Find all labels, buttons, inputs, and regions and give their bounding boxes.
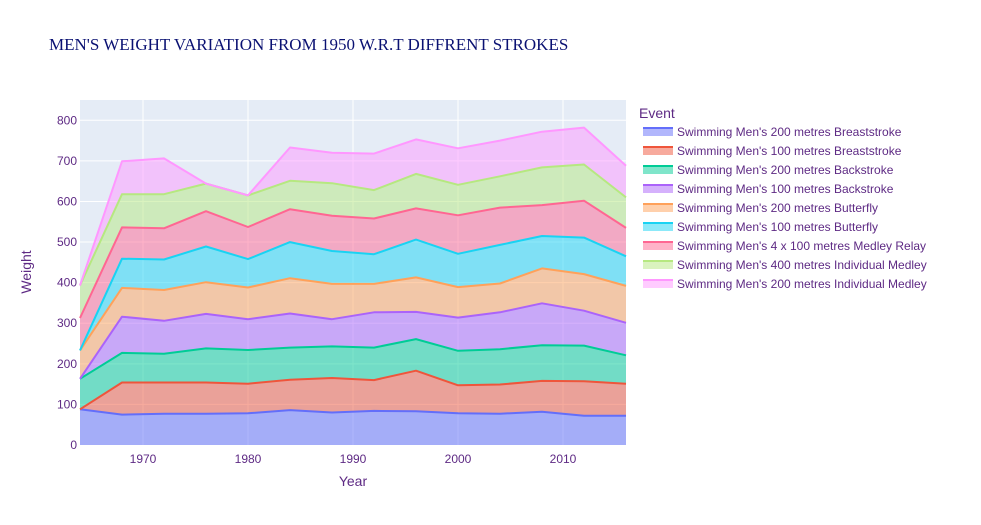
legend-swatch	[643, 223, 673, 231]
y-tick-label: 600	[57, 194, 77, 208]
line-series-2	[79, 369, 627, 411]
legend-item-8[interactable]: Swimming Men's 400 metres Individual Med…	[643, 258, 927, 272]
series-areas	[80, 127, 626, 445]
y-tick-label: 500	[57, 235, 77, 249]
legend-items[interactable]: Swimming Men's 200 metres Breaststroke Sw…	[643, 125, 927, 291]
legend-swatch	[643, 185, 673, 193]
series-lines	[79, 126, 627, 417]
area-series-5	[80, 268, 626, 379]
line-series-1	[79, 408, 626, 417]
legend-label: Swimming Men's 100 metres Butterfly	[677, 220, 878, 234]
legend-item-9[interactable]: Swimming Men's 200 metres Individual Med…	[643, 277, 927, 291]
legend-label: Swimming Men's 200 metres Butterfly	[677, 201, 878, 215]
legend-swatch	[643, 261, 673, 269]
line-series-9	[79, 126, 627, 286]
y-tick-label: 700	[57, 154, 77, 168]
area-series-1	[80, 409, 626, 445]
x-axis-title: Year	[339, 473, 368, 489]
legend-label: Swimming Men's 100 metres Backstroke	[677, 182, 894, 196]
y-tick-label: 0	[70, 438, 77, 452]
area-series-8	[80, 164, 626, 318]
legend-label: Swimming Men's 4 x 100 metres Medley Rel…	[677, 239, 926, 253]
line-series-5	[79, 267, 627, 351]
legend-swatch	[643, 242, 673, 250]
area-series-6	[80, 236, 626, 351]
legend-item-3[interactable]: Swimming Men's 200 metres Backstroke	[643, 163, 894, 177]
chart-title: MEN'S WEIGHT VARIATION FROM 1950 W.R.T D…	[49, 35, 568, 54]
line-series-7	[79, 199, 627, 319]
line-series-4	[79, 302, 627, 380]
x-tick-label: 2010	[550, 452, 577, 466]
y-axis-title: Weight	[18, 250, 34, 293]
y-tick-label: 800	[57, 113, 77, 127]
legend-swatch	[643, 204, 673, 212]
legend-item-7[interactable]: Swimming Men's 4 x 100 metres Medley Rel…	[643, 239, 926, 253]
line-series-8	[79, 163, 627, 286]
legend-label: Swimming Men's 200 metres Individual Med…	[677, 277, 927, 291]
legend-swatch	[643, 280, 673, 288]
y-tick-label: 400	[57, 276, 77, 290]
legend-swatch	[643, 128, 673, 136]
legend-label: Swimming Men's 400 metres Individual Med…	[677, 258, 927, 272]
area-series-3	[80, 339, 626, 410]
legend-item-4[interactable]: Swimming Men's 100 metres Backstroke	[643, 182, 894, 196]
area-series-2	[80, 370, 626, 416]
x-tick-label: 1980	[235, 452, 262, 466]
legend-label: Swimming Men's 100 metres Breaststroke	[677, 144, 902, 158]
line-series-3	[79, 338, 627, 380]
legend-item-1[interactable]: Swimming Men's 200 metres Breaststroke	[643, 125, 902, 139]
legend-item-5[interactable]: Swimming Men's 200 metres Butterfly	[643, 201, 878, 215]
legend-label: Swimming Men's 200 metres Backstroke	[677, 163, 894, 177]
area-series-9	[80, 127, 626, 286]
line-series-6	[79, 235, 627, 351]
legend-label: Swimming Men's 200 metres Breaststroke	[677, 125, 902, 139]
legend[interactable]: Event Swimming Men's 200 metres Breastst…	[639, 105, 927, 291]
y-tick-label: 100	[57, 397, 77, 411]
y-tick-label: 200	[57, 357, 77, 371]
x-axis-ticks: 1970 1980 1990 2000 2010	[130, 452, 577, 466]
x-tick-label: 2000	[445, 452, 472, 466]
legend-swatch	[643, 166, 673, 174]
legend-swatch	[643, 147, 673, 155]
legend-title: Event	[639, 105, 675, 121]
legend-item-6[interactable]: Swimming Men's 100 metres Butterfly	[643, 220, 878, 234]
x-tick-label: 1990	[340, 452, 367, 466]
x-tick-label: 1970	[130, 452, 157, 466]
area-series-7	[80, 200, 626, 351]
y-axis-ticks: 0 100 200 300 400 500 600 700 800	[57, 113, 77, 452]
area-series-4	[80, 303, 626, 379]
legend-item-2[interactable]: Swimming Men's 100 metres Breaststroke	[643, 144, 902, 158]
y-tick-label: 300	[57, 316, 77, 330]
